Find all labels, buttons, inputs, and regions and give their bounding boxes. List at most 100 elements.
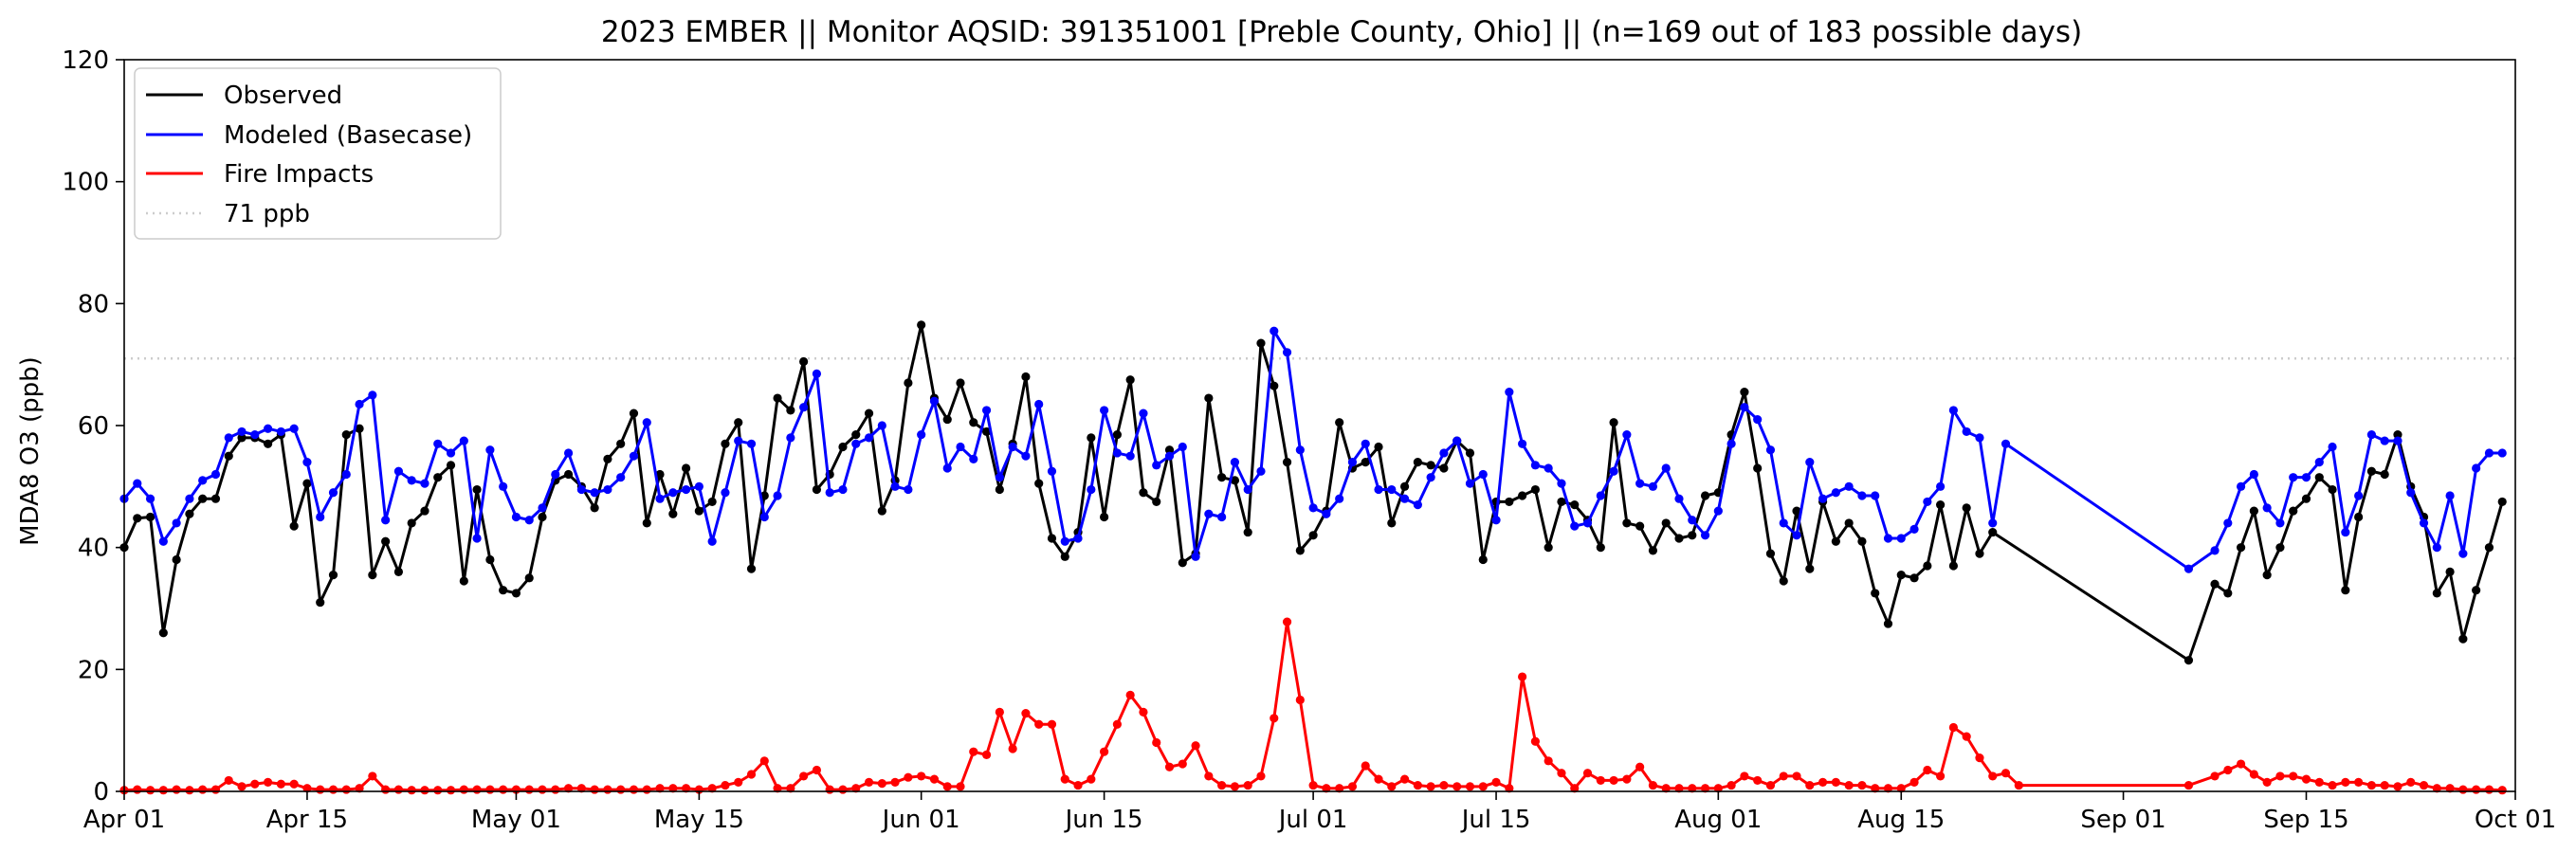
data-point: [2262, 503, 2272, 513]
data-point: [1962, 732, 1971, 741]
data-point: [2497, 786, 2507, 795]
legend-label-modeled: Modeled (Basecase): [224, 121, 472, 150]
data-point: [133, 514, 142, 523]
data-point: [2458, 549, 2468, 558]
data-point: [2001, 769, 2011, 778]
data-point: [1256, 338, 1266, 348]
data-point: [1322, 509, 1331, 518]
data-point: [407, 786, 416, 795]
data-point: [2314, 458, 2324, 467]
data-point: [1661, 784, 1671, 793]
data-point: [904, 484, 913, 495]
data-point: [1753, 414, 1763, 425]
data-point: [1518, 672, 1527, 681]
data-point: [2497, 497, 2507, 507]
data-point: [1347, 458, 1358, 467]
data-point: [1896, 571, 1906, 580]
data-point: [1322, 784, 1331, 793]
data-point: [590, 503, 599, 513]
data-point: [1491, 777, 1501, 787]
data-point: [511, 589, 521, 598]
data-point: [1073, 780, 1083, 790]
data-point: [655, 494, 665, 503]
data-point: [1909, 777, 1919, 787]
data-point: [1204, 393, 1214, 403]
data-point: [851, 784, 861, 793]
data-point: [250, 430, 260, 440]
data-point: [721, 488, 730, 498]
data-point: [2314, 777, 2324, 787]
data-point: [1295, 695, 1305, 705]
data-point: [198, 494, 208, 503]
data-point: [2458, 634, 2468, 644]
data-point: [1857, 536, 1867, 546]
data-point: [1713, 784, 1723, 793]
data-point: [694, 506, 703, 516]
data-point: [198, 476, 208, 485]
data-point: [1399, 774, 1410, 784]
legend-label-reference: 71 ppb: [224, 200, 310, 228]
data-point: [1439, 463, 1449, 473]
data-point: [302, 479, 312, 488]
data-point: [1374, 442, 1383, 452]
data-point: [538, 512, 547, 522]
axes-layer: 0 20 40 60 80 100 120 Apr 01 Apr 15 May 01 May 15 J…: [62, 46, 2556, 834]
data-point: [1871, 491, 1880, 500]
data-point: [1073, 534, 1083, 543]
data-point: [956, 782, 965, 791]
data-point: [264, 424, 273, 433]
data-point: [1779, 518, 1788, 528]
data-point: [538, 503, 547, 513]
y-tick-label: 120: [62, 46, 109, 75]
data-point: [341, 469, 351, 480]
data-point: [2249, 506, 2258, 516]
data-point: [2497, 448, 2507, 458]
data-point: [1282, 617, 1292, 626]
data-point: [264, 777, 273, 787]
data-point: [472, 785, 482, 794]
x-tick-label: Aug 01: [1674, 806, 1762, 834]
data-point: [1779, 576, 1788, 586]
data-point: [341, 785, 351, 794]
data-point: [1465, 448, 1475, 458]
data-point: [2484, 543, 2494, 553]
data-point: [1282, 458, 1292, 467]
data-point: [1152, 461, 1161, 470]
data-point: [1962, 503, 1971, 513]
data-point: [682, 463, 691, 473]
data-point: [1491, 516, 1501, 525]
data-point: [1792, 531, 1801, 540]
data-point: [825, 785, 834, 794]
data-point: [1112, 719, 1122, 729]
data-point: [276, 779, 285, 789]
data-point: [302, 784, 312, 793]
data-point: [1988, 771, 1998, 781]
data-point: [185, 786, 194, 795]
data-point: [1164, 762, 1175, 771]
chart-title: 2023 EMBER || Monitor AQSID: 391351001 […: [601, 15, 2082, 49]
data-point: [2354, 777, 2364, 787]
data-point: [1505, 497, 1514, 507]
data-point: [368, 571, 377, 580]
data-point: [1087, 484, 1096, 495]
data-point: [1635, 479, 1645, 488]
data-point: [1700, 784, 1710, 793]
data-point: [759, 512, 769, 522]
data-point: [1661, 463, 1671, 473]
data-point: [1688, 531, 1697, 540]
data-point: [1923, 765, 1932, 775]
data-point: [328, 785, 338, 794]
data-point: [2314, 473, 2324, 482]
data-point: [1674, 494, 1684, 503]
data-point: [1478, 782, 1488, 791]
data-point: [446, 461, 456, 470]
data-point: [1100, 747, 1109, 756]
data-point: [2289, 473, 2298, 482]
data-point: [420, 786, 429, 795]
x-tick-label: May 01: [471, 806, 561, 834]
data-point: [1465, 782, 1475, 791]
data-point: [1844, 481, 1854, 491]
data-point: [1844, 780, 1854, 790]
data-point: [576, 784, 586, 793]
y-axis-label: MDA8 O3 (ppb): [16, 356, 45, 546]
